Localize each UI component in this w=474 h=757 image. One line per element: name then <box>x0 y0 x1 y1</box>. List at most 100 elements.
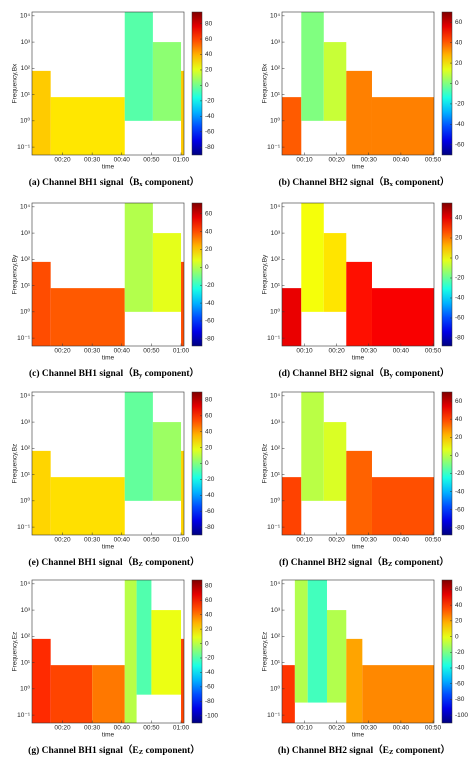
colorbar-tick-label: -40 <box>205 669 215 676</box>
panel: 00:20 00:30 00:40 00:50 01:00 10⁻¹ 10⁰ 10¹ 10² 10… <box>12 202 215 379</box>
colorbar-tick-label: 60 <box>455 19 463 26</box>
y-tick-label: 10⁴ <box>20 581 30 588</box>
spectrogram-block <box>323 422 347 501</box>
y-tick-label: 10⁰ <box>20 497 30 505</box>
spectrogram-block <box>362 665 434 723</box>
caption-part: component） <box>393 176 450 188</box>
x-tick-label: 00:20 <box>328 725 345 732</box>
colorbar-tick-label: -60 <box>455 680 465 687</box>
y-axis-label: Frequency,Ez <box>12 632 19 672</box>
x-axis-label: time <box>352 544 365 551</box>
colorbar-tick-label: -20 <box>205 282 215 289</box>
y-axis-label: Frequency,Bz <box>12 444 19 484</box>
panel: 00:10 00:20 00:30 00:40 00:50 10⁻¹ 10⁰ 10¹ 10² 10… <box>262 391 465 568</box>
colorbar-tick-label: -20 <box>455 649 465 656</box>
colorbar-tick-label: 80 <box>205 20 213 27</box>
plot-frame <box>31 579 185 724</box>
y-tick-label: 10³ <box>271 607 281 614</box>
y-axis-label: Frequency,Ez <box>262 632 269 672</box>
y-tick-label: 10⁰ <box>270 497 280 505</box>
colorbar-tick-label: 0 <box>205 640 209 647</box>
colorbar-tick-label: 0 <box>455 633 459 640</box>
caption: (g) Channel BH1 signal（EZ component） <box>28 744 200 756</box>
plot-frame <box>31 11 185 156</box>
x-tick-label: 00:20 <box>54 537 71 544</box>
colorbar-tick-label: 80 <box>205 397 213 404</box>
x-tick-label: 00:20 <box>54 348 71 355</box>
spectrogram-block <box>371 97 434 155</box>
x-tick-label: 00:50 <box>425 537 442 544</box>
spectrogram-block <box>282 97 302 155</box>
spectrogram-block <box>50 477 125 535</box>
y-tick-label: 10⁻¹ <box>17 335 31 342</box>
spectrogram-block <box>346 450 372 535</box>
colorbar-tick-label: 60 <box>455 586 463 593</box>
caption: (b) Channel BH2 signal（Bx component） <box>278 176 449 188</box>
colorbar-tick-label: -40 <box>205 300 215 307</box>
plot-frame <box>31 391 185 536</box>
colorbar-tick-label: 0 <box>455 452 459 459</box>
x-tick-label: 00:30 <box>84 725 101 732</box>
colorbar-tick-label: 20 <box>455 434 463 441</box>
colorbar-tick-label: 20 <box>205 246 213 253</box>
caption-part: (f) Channel BH2 signal（B <box>279 556 389 568</box>
panel: 00:20 00:30 00:40 00:50 01:00 10⁻¹ 10⁰ 10¹ 10² 10… <box>12 579 218 756</box>
colorbar-tick-label: -40 <box>455 488 465 495</box>
colorbar-tick-label: -20 <box>205 655 215 662</box>
spectrogram-block <box>124 12 153 121</box>
y-axis-label: Frequency,Bx <box>12 63 19 103</box>
colorbar-tick-label: 40 <box>455 602 463 609</box>
panel: 00:20 00:30 00:40 00:50 01:00 10⁻¹ 10⁰ 10¹ 10² 10… <box>12 391 215 568</box>
y-tick-label: 10⁰ <box>20 685 30 693</box>
colorbar-tick-label: -100 <box>205 712 218 719</box>
colorbar-tick-label: 0 <box>205 82 209 89</box>
x-tick-label: 00:40 <box>393 348 410 355</box>
colorbar-tick-label: -40 <box>455 295 465 302</box>
plot-frame <box>281 11 435 156</box>
caption-part: y <box>139 372 143 379</box>
x-axis-label: time <box>352 164 365 171</box>
y-tick-label: 10⁰ <box>20 308 30 316</box>
x-tick-label: 00:30 <box>84 537 101 544</box>
caption: (c) Channel BH1 signal（By component） <box>29 367 199 379</box>
caption-part: x <box>139 181 143 188</box>
spectrogram-block <box>32 261 51 346</box>
y-tick-label: 10² <box>271 256 281 263</box>
x-tick-label: 00:50 <box>425 725 442 732</box>
colorbar-tick-label: -60 <box>205 129 215 136</box>
plot-frame <box>31 202 185 347</box>
panel: 00:10 00:20 00:30 00:40 00:50 10⁻¹ 10⁰ 10¹ 10² 10… <box>262 579 468 756</box>
colorbar-tick-label: 60 <box>455 398 463 405</box>
caption-part: component） <box>143 176 200 188</box>
colorbar-tick-label: -80 <box>455 524 465 531</box>
x-tick-label: 00:20 <box>54 725 71 732</box>
y-tick-label: 10² <box>271 65 281 72</box>
colorbar-tick-label: -80 <box>455 696 465 703</box>
x-tick-label: 00:40 <box>393 725 410 732</box>
spectrogram-block <box>124 580 137 723</box>
spectrogram-block <box>307 580 327 703</box>
y-tick-label: 10² <box>21 256 31 263</box>
x-axis-label: time <box>102 732 115 739</box>
spectrogram-block <box>32 638 51 723</box>
x-tick-label: 00:50 <box>143 157 160 164</box>
colorbar-tick-label: -80 <box>205 698 215 705</box>
spectrogram-block <box>124 392 153 501</box>
y-tick-label: 10⁻¹ <box>17 712 31 719</box>
x-tick-label: 00:10 <box>296 725 313 732</box>
y-tick-label: 10⁴ <box>270 581 280 588</box>
x-tick-label: 01:00 <box>173 348 190 355</box>
spectrogram-block <box>346 638 363 723</box>
colorbar-tick-label: 40 <box>205 428 213 435</box>
caption: (a) Channel BH1 signal（Bx component） <box>29 176 200 188</box>
colorbar-tick-label: 40 <box>205 51 213 58</box>
colorbar-tick-label: -60 <box>205 318 215 325</box>
y-tick-label: 10² <box>271 633 281 640</box>
y-tick-label: 10³ <box>271 39 281 46</box>
panel: 00:10 00:20 00:30 00:40 00:50 10⁻¹ 10⁰ 10¹ 10² 10… <box>262 11 465 188</box>
x-tick-label: 00:40 <box>393 157 410 164</box>
spectrogram-block <box>152 422 182 501</box>
x-tick-label: 00:40 <box>114 537 131 544</box>
colorbar-tick-label: -40 <box>205 492 215 499</box>
colorbar-tick-label: -60 <box>205 508 215 515</box>
